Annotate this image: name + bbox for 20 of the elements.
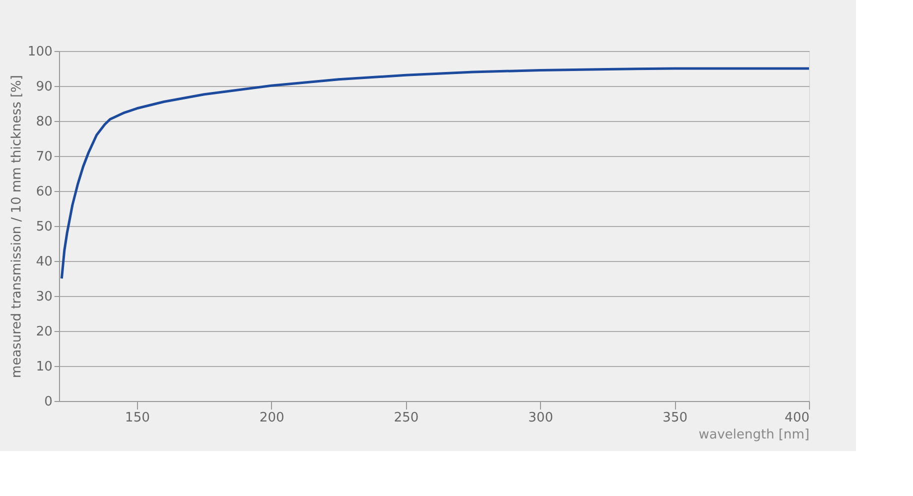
y-tick-label: 30 xyxy=(36,290,52,304)
y-axis-title: measured transmission / 10 mm thickness [%] xyxy=(10,75,25,378)
y-tick-label: 100 xyxy=(28,44,52,60)
y-tick-label: 10 xyxy=(36,360,52,374)
y-tick-label: 60 xyxy=(36,184,52,200)
y-tick-label: 70 xyxy=(36,150,52,164)
x-tick-label: 400 xyxy=(784,410,810,426)
x-tick-label: 200 xyxy=(259,410,284,426)
x-tick-label: 300 xyxy=(528,410,554,426)
y-tick-label: 50 xyxy=(36,220,52,234)
y-tick-label: 0 xyxy=(44,394,52,410)
x-axis-title: wavelength [nm] xyxy=(698,428,810,442)
x-tick-label: 350 xyxy=(662,410,688,426)
x-tick-label: 150 xyxy=(125,410,150,426)
x-tick-label: 250 xyxy=(394,410,419,426)
y-tick-label: 80 xyxy=(36,114,52,130)
y-tick-label: 90 xyxy=(36,80,52,94)
line-series xyxy=(60,67,810,280)
y-tick-label: 20 xyxy=(36,324,52,340)
y-tick-label: 40 xyxy=(36,254,52,270)
